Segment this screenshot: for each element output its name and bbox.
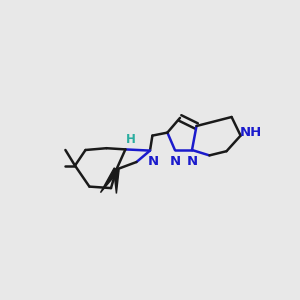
Text: H: H [126, 133, 136, 146]
Polygon shape [114, 169, 119, 194]
Text: N: N [148, 155, 159, 168]
Polygon shape [100, 168, 118, 193]
Text: N: N [186, 155, 198, 168]
Text: N: N [169, 155, 181, 168]
Text: NH: NH [240, 126, 262, 139]
